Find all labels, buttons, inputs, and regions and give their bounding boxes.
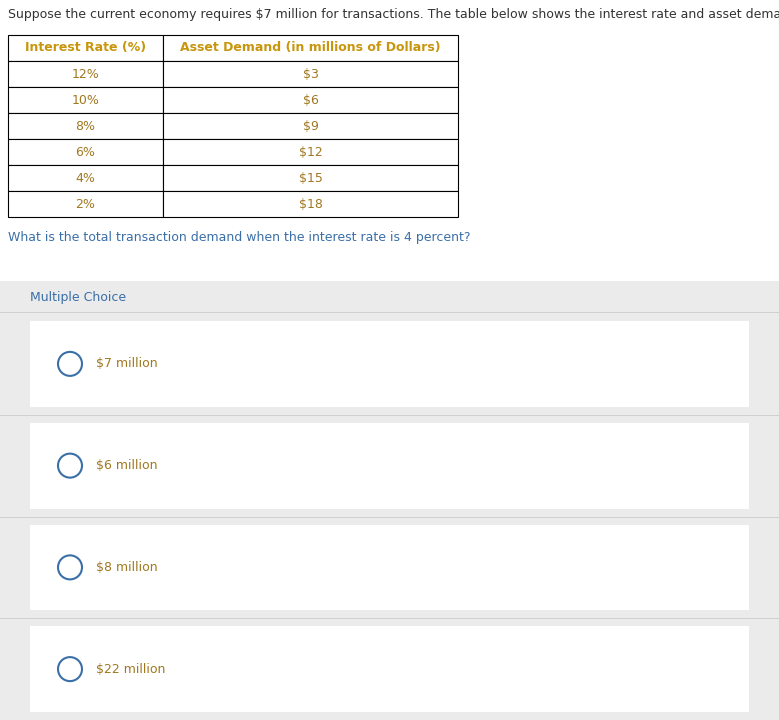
Bar (8, 139, 163, 165)
Bar (163, 113, 458, 139)
Text: Asset Demand (in millions of Dollars): Asset Demand (in millions of Dollars) (180, 42, 441, 55)
Bar (163, 165, 458, 191)
Text: 4%: 4% (76, 171, 96, 184)
Text: Multiple Choice: Multiple Choice (30, 290, 126, 304)
Text: $9: $9 (302, 120, 319, 132)
Text: $6: $6 (302, 94, 319, 107)
Text: $8 million: $8 million (96, 561, 157, 574)
Bar (0, 281, 779, 720)
Bar (163, 35, 458, 61)
Text: $6 million: $6 million (96, 459, 157, 472)
Circle shape (58, 657, 82, 681)
Circle shape (58, 555, 82, 580)
Text: 6%: 6% (76, 145, 96, 158)
Text: $15: $15 (298, 171, 323, 184)
Bar (8, 87, 163, 113)
Text: $3: $3 (302, 68, 319, 81)
Text: 12%: 12% (72, 68, 100, 81)
Bar (163, 191, 458, 217)
Text: 10%: 10% (72, 94, 100, 107)
Circle shape (58, 352, 82, 376)
Bar (30, 321, 749, 407)
Text: What is the total transaction demand when the interest rate is 4 percent?: What is the total transaction demand whe… (8, 231, 471, 244)
Text: 8%: 8% (76, 120, 96, 132)
Text: $18: $18 (298, 197, 323, 210)
Bar (8, 191, 163, 217)
Text: $7 million: $7 million (96, 357, 157, 370)
Bar (30, 423, 749, 508)
Bar (0, 516, 779, 518)
Text: $22 million: $22 million (96, 662, 165, 675)
Text: Interest Rate (%): Interest Rate (%) (25, 42, 146, 55)
Bar (8, 61, 163, 87)
Bar (163, 87, 458, 113)
Bar (163, 139, 458, 165)
Bar (8, 165, 163, 191)
Bar (30, 524, 749, 611)
Bar (30, 626, 749, 712)
Bar (0, 312, 779, 313)
Text: $12: $12 (298, 145, 323, 158)
Text: 2%: 2% (76, 197, 96, 210)
Text: Suppose the current economy requires $7 million for transactions. The table belo: Suppose the current economy requires $7 … (8, 8, 779, 21)
Bar (8, 35, 163, 61)
Bar (8, 113, 163, 139)
Bar (0, 618, 779, 619)
Circle shape (58, 454, 82, 477)
Bar (163, 61, 458, 87)
